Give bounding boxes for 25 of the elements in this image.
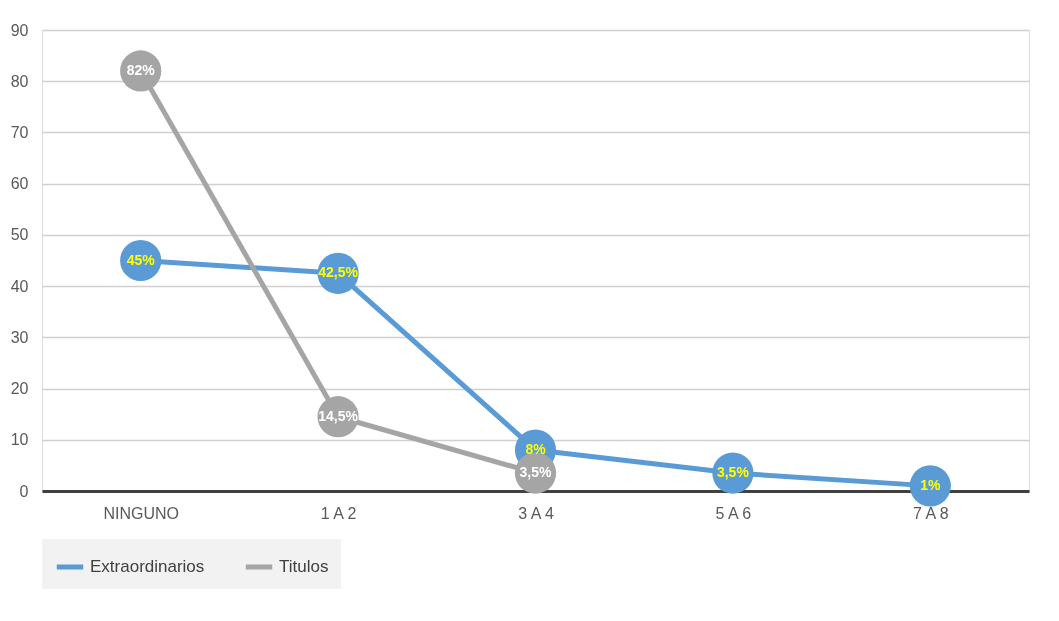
x-tick-label: 7 A 8 (913, 504, 949, 522)
x-tick-label: 5 A 6 (715, 504, 752, 522)
y-tick-label: 80 (10, 72, 29, 90)
y-tick-label: 0 (19, 482, 29, 500)
y-tick-label: 70 (10, 123, 29, 141)
y-tick-label: 50 (10, 226, 29, 244)
y-tick-label: 30 (10, 328, 29, 346)
y-tick-label: 90 (10, 21, 29, 39)
data-label: 45% (126, 251, 156, 268)
legend-label: Extraordinarios (90, 557, 205, 576)
x-tick-label: 1 A 2 (320, 504, 357, 522)
data-label: 8% (525, 441, 547, 458)
x-tick-label: NINGUNO (103, 504, 179, 522)
y-tick-label: 40 (10, 277, 29, 295)
y-tick-label: 60 (10, 175, 29, 193)
legend-label: Titulos (279, 557, 329, 576)
data-label: 82% (126, 61, 156, 78)
y-tick-label: 10 (10, 431, 29, 449)
y-tick-label: 20 (10, 380, 29, 398)
data-label: 14,5% (318, 407, 359, 424)
x-tick-label: 3 A 4 (518, 504, 554, 522)
data-label: 42,5% (318, 264, 359, 281)
data-label: 3,5% (519, 464, 552, 481)
data-label: 1% (920, 476, 941, 493)
data-label: 3,5% (716, 464, 750, 481)
